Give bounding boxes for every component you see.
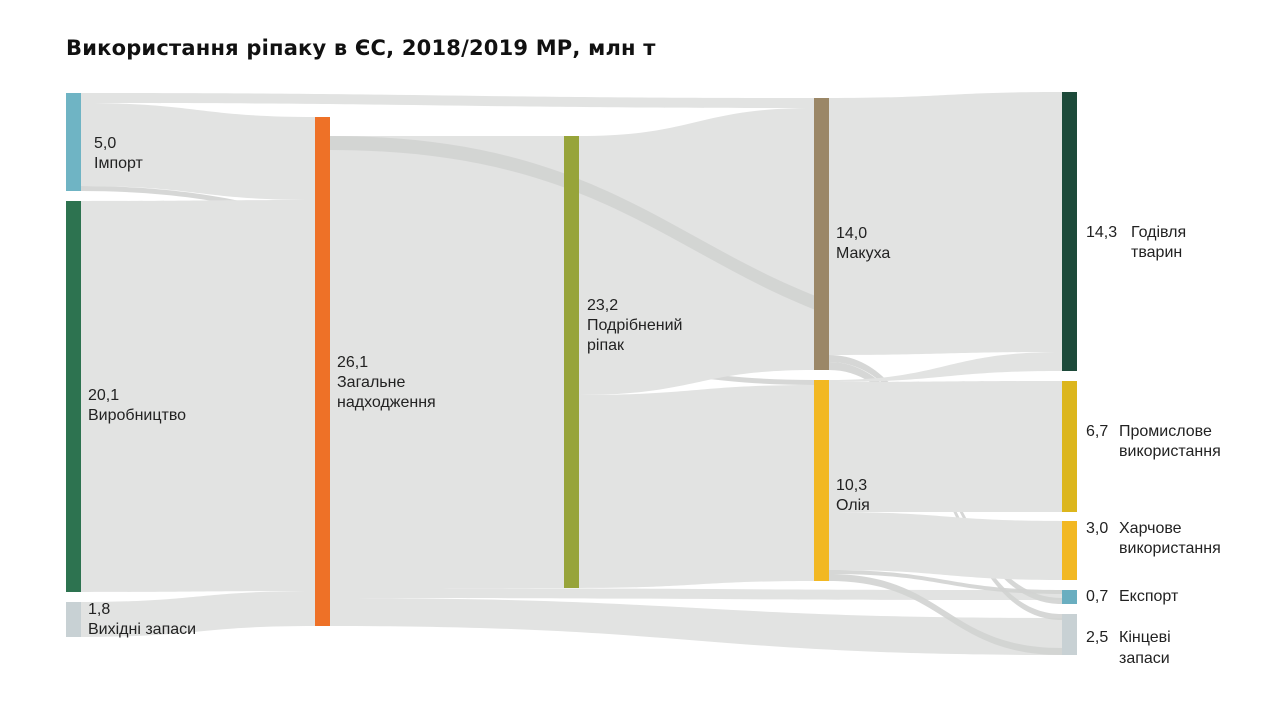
node-value-total-supply: 26,1	[337, 354, 368, 371]
node-value-industrial: 6,7	[1086, 423, 1108, 440]
flow-crushed-to-oil	[579, 385, 814, 588]
flow-import-to-meal	[81, 93, 814, 108]
node-bar-food	[1062, 521, 1077, 580]
node-label-industrial: використання	[1119, 443, 1221, 460]
flow-total-supply-to-ending-stocks	[330, 598, 1062, 655]
flow-total-supply-to-feed	[330, 136, 1062, 352]
flow-crushed-to-meal	[579, 108, 814, 395]
flow-oil-to-export	[829, 570, 1062, 594]
node-label-food: використання	[1119, 540, 1221, 557]
node-bar-oil	[814, 380, 829, 581]
node-label-crushed: Подрібнений	[587, 317, 682, 334]
flow-oil-to-feed	[829, 352, 1062, 382]
node-bar-crushed	[564, 136, 579, 588]
node-label-feed: тварин	[1131, 244, 1182, 261]
flow-links	[81, 92, 1062, 655]
flow-total-supply-to-crushed	[330, 136, 564, 588]
node-value-production: 20,1	[88, 387, 119, 404]
chart-title: Використання ріпаку в ЄС, 2018/2019 МР, …	[66, 36, 656, 60]
node-value-oil: 10,3	[836, 477, 867, 494]
node-value-import: 5,0	[94, 135, 116, 152]
node-bar-industrial	[1062, 381, 1077, 512]
node-value-food: 3,0	[1086, 520, 1108, 537]
node-bar-production	[66, 201, 81, 592]
node-label-total-supply: надходження	[337, 394, 436, 411]
node-label-export: Експорт	[1119, 588, 1179, 605]
flow-oil-to-food	[829, 512, 1062, 580]
flow-oil-to-ending-stocks	[829, 574, 1062, 655]
node-label-oil: Олія	[836, 497, 870, 514]
node-label-opening-stocks: Вихідні запаси	[88, 621, 196, 638]
node-label-feed: Годівля	[1131, 224, 1186, 241]
node-bar-feed	[1062, 92, 1077, 371]
node-bar-opening-stocks	[66, 602, 81, 637]
node-label-total-supply: Загальне	[337, 374, 405, 391]
node-label-import: Імпорт	[94, 155, 144, 172]
flow-production-to-total-supply	[81, 200, 315, 592]
flow-import-to-total-supply	[81, 103, 315, 200]
node-label-meal: Макуха	[836, 245, 890, 262]
node-bar-export	[1062, 590, 1077, 604]
node-label-ending-stocks: запаси	[1119, 650, 1170, 667]
node-value-feed: 14,3	[1086, 224, 1117, 241]
node-value-crushed: 23,2	[587, 297, 618, 314]
node-bar-import	[66, 93, 81, 191]
flow-meal-to-feed	[829, 92, 1062, 355]
node-labels: 5,0 Імпорт 20,1 Виробництво 1,8 Вихідні запас…	[88, 135, 1221, 667]
flow-opening-stocks-to-total-supply	[81, 591, 315, 637]
node-value-opening-stocks: 1,8	[88, 601, 110, 618]
flow-oil-to-industrial	[829, 381, 1062, 512]
node-label-ending-stocks: Кінцеві	[1119, 629, 1171, 646]
node-value-ending-stocks: 2,5	[1086, 629, 1108, 646]
node-value-export: 0,7	[1086, 588, 1108, 605]
flow-total-supply-to-export	[330, 588, 1062, 600]
node-bar-ending-stocks	[1062, 614, 1077, 655]
node-label-production: Виробництво	[88, 407, 186, 424]
node-bars	[66, 92, 1077, 655]
node-label-food: Харчове	[1119, 520, 1182, 537]
node-bar-meal	[814, 98, 829, 370]
node-label-crushed: ріпак	[587, 337, 625, 354]
node-value-meal: 14,0	[836, 225, 867, 242]
node-bar-total-supply	[315, 117, 330, 626]
node-label-industrial: Промислове	[1119, 423, 1212, 440]
